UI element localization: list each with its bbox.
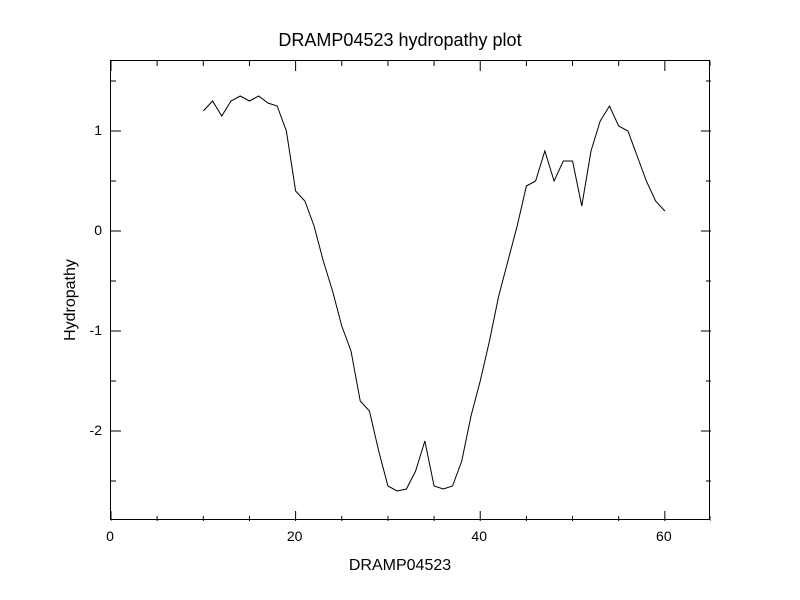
plot-svg <box>111 61 711 521</box>
y-axis-label: Hydropathy <box>62 259 80 341</box>
x-tick-label: 60 <box>656 528 672 544</box>
y-tick-label: -1 <box>90 322 102 338</box>
y-tick-label: -2 <box>90 422 102 438</box>
y-tick-label: 0 <box>94 222 102 238</box>
x-tick-label: 20 <box>287 528 303 544</box>
x-tick-label: 40 <box>471 528 487 544</box>
chart-container: DRAMP04523 hydropathy plot Hydropathy DR… <box>0 0 800 600</box>
x-axis-label: DRAMP04523 <box>349 557 451 575</box>
y-tick-label: 1 <box>94 122 102 138</box>
x-tick-label: 0 <box>106 528 114 544</box>
plot-area <box>110 60 710 520</box>
chart-title: DRAMP04523 hydropathy plot <box>278 30 521 51</box>
